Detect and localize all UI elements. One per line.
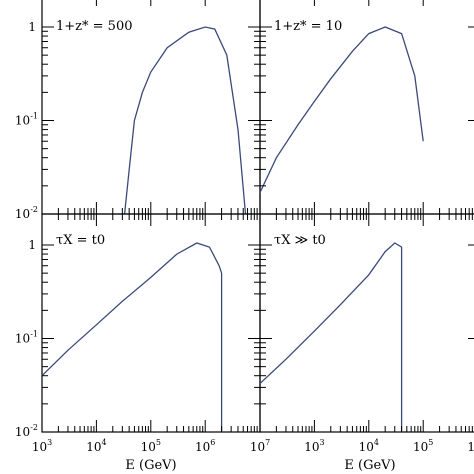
panel-1-label: 1+z* = 500 — [56, 19, 132, 34]
x-tick-label: 105 — [141, 438, 161, 454]
x-tick-label: 104 — [86, 438, 106, 454]
y-tick-label: 10-1 — [15, 330, 38, 346]
panel-3-curve — [41, 242, 223, 432]
x-axis-title-right: E (GeV) — [344, 458, 395, 473]
x-axis-title-left: E (GeV) — [125, 458, 176, 473]
panel-2-label: 1+z* = 10 — [274, 19, 342, 34]
x-tick-label: 106 — [467, 438, 474, 454]
panel-frame-4 — [259, 213, 474, 433]
panel-1-curve — [123, 26, 247, 215]
y-tick-label: 10-1 — [15, 112, 38, 128]
y-tick-label: 1 — [28, 20, 36, 34]
panel-2-curve — [259, 26, 424, 193]
x-tick-label: 107 — [250, 438, 270, 454]
panel-4-label: τX ≫ t0 — [274, 233, 326, 248]
x-tick-label: 105 — [413, 438, 433, 454]
y-tick-label: 10-2 — [15, 205, 38, 221]
x-tick-label: 104 — [359, 438, 379, 454]
panel-4-curve — [259, 242, 403, 432]
panel-3-label: τX = t0 — [56, 233, 105, 248]
x-tick-label: 103 — [304, 438, 324, 454]
x-tick-label: 106 — [195, 438, 215, 454]
x-tick-label: 103 — [32, 438, 52, 454]
y-tick-label: 10-2 — [15, 423, 38, 439]
y-tick-label: 1 — [28, 238, 36, 252]
